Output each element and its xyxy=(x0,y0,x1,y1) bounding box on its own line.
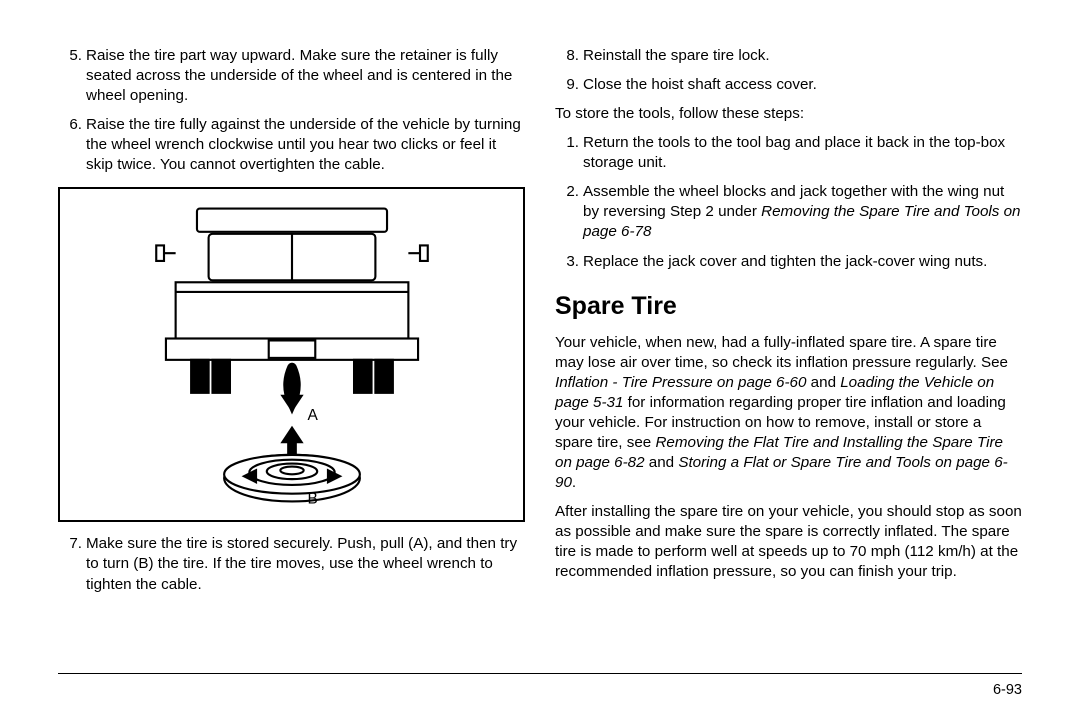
step-text: Raise the tire fully against the undersi… xyxy=(86,116,521,173)
ref-inflation: Inflation - Tire Pressure on page 6-60 xyxy=(555,374,806,391)
left-column: 5. Raise the tire part way upward. Make … xyxy=(58,46,525,646)
text-run: . xyxy=(572,474,576,491)
store-step-2: 2. Assemble the wheel blocks and jack to… xyxy=(583,182,1022,242)
footer-rule xyxy=(58,673,1022,674)
step-text: Reinstall the spare tire lock. xyxy=(583,47,770,64)
truck-tire-diagram-icon: A B xyxy=(82,195,502,515)
step-6: 6. Raise the tire fully against the unde… xyxy=(86,115,525,175)
intro-store-tools: To store the tools, follow these steps: xyxy=(555,104,1022,124)
step-text: Make sure the tire is stored securely. P… xyxy=(86,535,517,592)
right-column: 8. Reinstall the spare tire lock. 9. Clo… xyxy=(555,46,1022,646)
section-heading-spare-tire: Spare Tire xyxy=(555,290,1022,323)
figure-label-b: B xyxy=(307,490,317,507)
figure-label-a: A xyxy=(307,407,318,424)
step-text: Replace the jack cover and tighten the j… xyxy=(583,253,987,270)
step-text: Close the hoist shaft access cover. xyxy=(583,76,817,93)
steps-block-d: 1. Return the tools to the tool bag and … xyxy=(555,133,1022,271)
spare-tire-para-2: After installing the spare tire on your … xyxy=(555,502,1022,582)
store-step-1: 1. Return the tools to the tool bag and … xyxy=(583,133,1022,173)
step-number: 7. xyxy=(58,534,82,554)
step-number: 6. xyxy=(58,115,82,135)
step-8: 8. Reinstall the spare tire lock. xyxy=(583,46,1022,66)
step-number: 5. xyxy=(58,46,82,66)
step-7: 7. Make sure the tire is stored securely… xyxy=(86,534,525,594)
spare-tire-para-1: Your vehicle, when new, had a fully-infl… xyxy=(555,333,1022,494)
text-run: and xyxy=(645,454,679,471)
steps-block-a: 5. Raise the tire part way upward. Make … xyxy=(58,46,525,175)
step-text: Raise the tire part way upward. Make sur… xyxy=(86,47,512,104)
step-number: 8. xyxy=(555,46,579,66)
text-run: Your vehicle, when new, had a fully-infl… xyxy=(555,334,1008,371)
step-text: Return the tools to the tool bag and pla… xyxy=(583,134,1005,171)
step-5: 5. Raise the tire part way upward. Make … xyxy=(86,46,525,106)
step-number: 9. xyxy=(555,75,579,95)
vehicle-figure: A B xyxy=(58,187,525,522)
page-number: 6-93 xyxy=(993,682,1022,698)
step-number: 2. xyxy=(555,182,579,202)
steps-block-c: 8. Reinstall the spare tire lock. 9. Clo… xyxy=(555,46,1022,95)
step-number: 1. xyxy=(555,133,579,153)
steps-block-b: 7. Make sure the tire is stored securely… xyxy=(58,534,525,594)
step-number: 3. xyxy=(555,252,579,272)
page-body: 5. Raise the tire part way upward. Make … xyxy=(58,46,1022,646)
text-run: and xyxy=(806,374,840,391)
store-step-3: 3. Replace the jack cover and tighten th… xyxy=(583,252,1022,272)
step-9: 9. Close the hoist shaft access cover. xyxy=(583,75,1022,95)
